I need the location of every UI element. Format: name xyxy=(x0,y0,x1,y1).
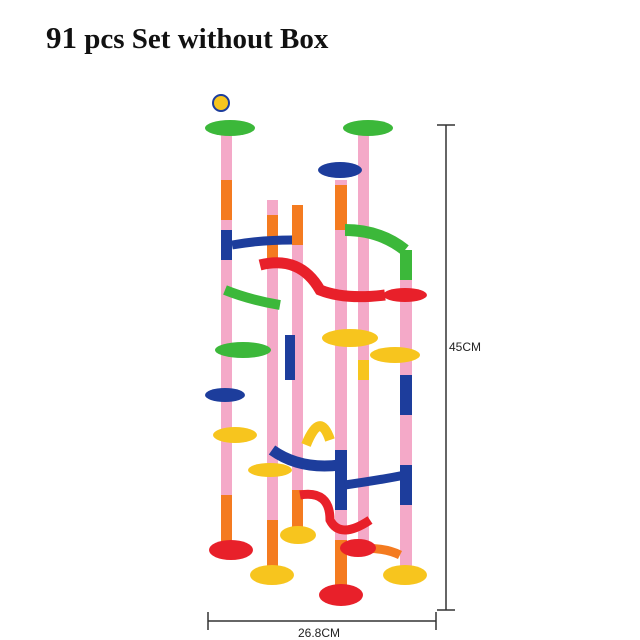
dimension-lines xyxy=(207,124,455,630)
piece-count: 91 xyxy=(46,20,77,55)
toy-colored-pieces xyxy=(205,94,427,606)
width-label: 26.8CM xyxy=(298,626,341,640)
title-text: pcs Set without Box xyxy=(84,23,329,55)
toy-tubes xyxy=(221,135,412,590)
height-label: 45CM xyxy=(449,340,482,354)
product-title: 91 pcs Set without Box xyxy=(46,20,328,56)
